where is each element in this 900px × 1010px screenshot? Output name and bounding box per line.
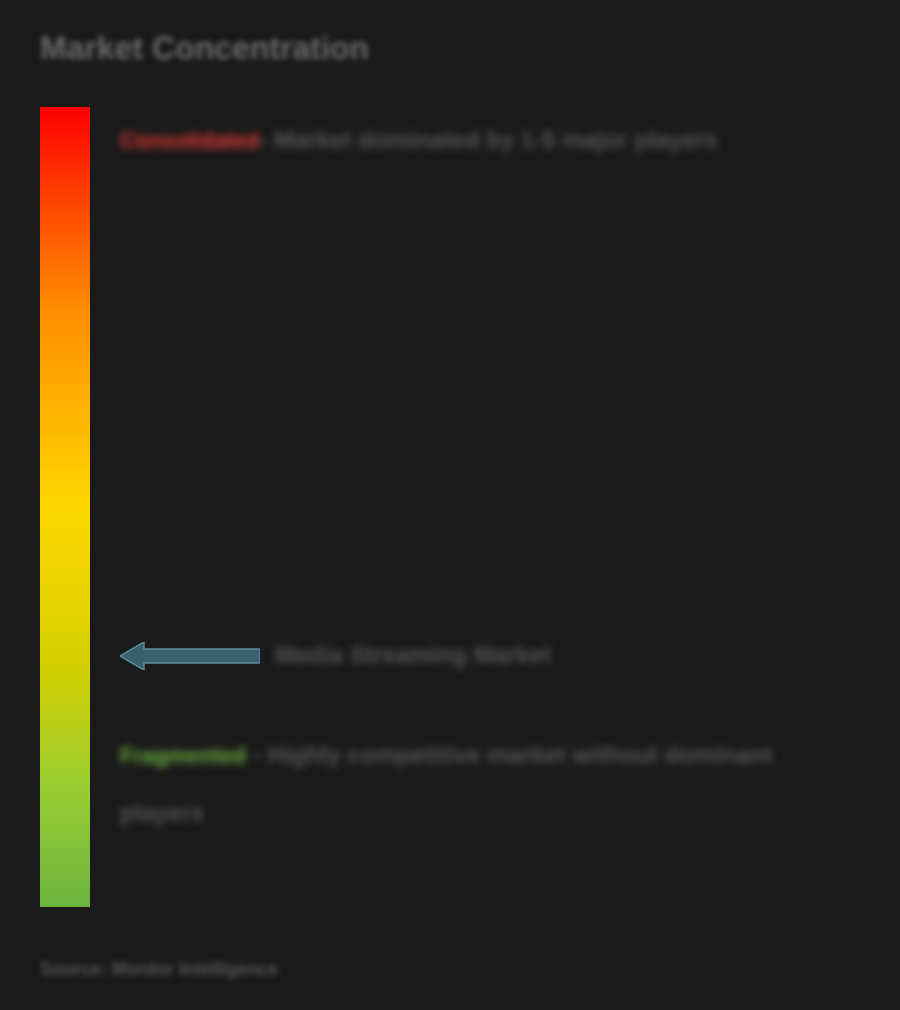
consolidated-desc: - Market dominated by 1-5 major players [259,127,718,154]
fragmented-highlight: Fragmented [120,743,246,768]
consolidated-label: Consolidated- Market dominated by 1-5 ma… [120,112,840,170]
chart-content: Consolidated- Market dominated by 1-5 ma… [40,107,860,907]
fragmented-label: Fragmented - Highly competitive market w… [120,727,840,842]
arrow-left-icon [120,642,260,670]
source-attribution: Source: Mordor Intelligence [40,959,278,980]
gradient-scale-bar [40,107,90,907]
labels-column: Consolidated- Market dominated by 1-5 ma… [120,107,860,907]
marker-label: Media Streaming Market [275,642,551,670]
market-marker: Media Streaming Market [120,642,551,670]
consolidated-highlight: Consolidated [120,128,259,153]
chart-title: Market Concentration [40,30,860,67]
